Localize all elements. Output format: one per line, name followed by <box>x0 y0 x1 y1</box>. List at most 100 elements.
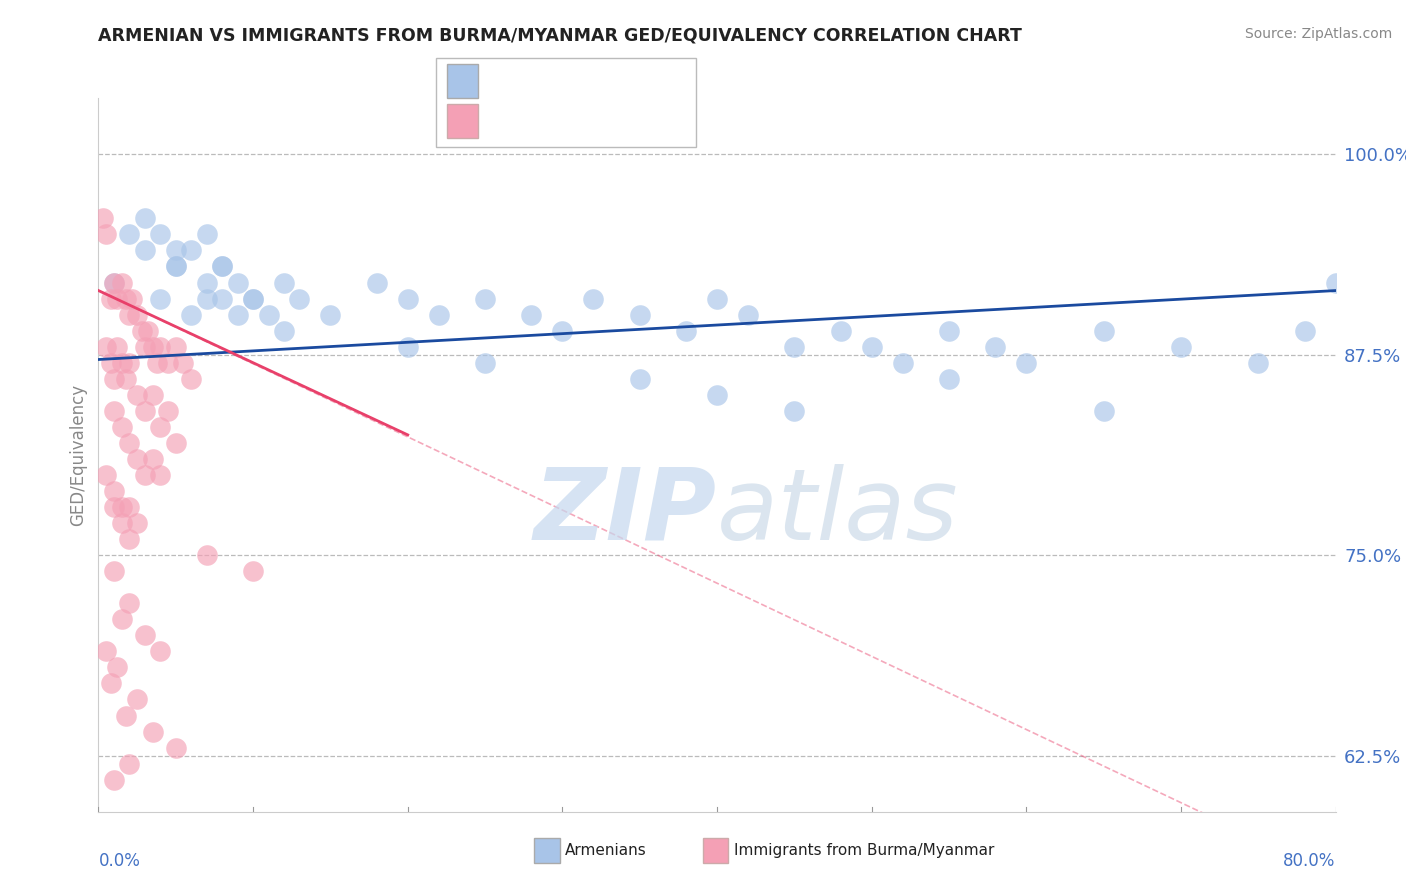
Point <box>582 292 605 306</box>
Point <box>211 260 233 274</box>
Point <box>142 451 165 466</box>
Point <box>142 724 165 739</box>
Point <box>474 292 496 306</box>
Point <box>165 260 187 274</box>
Point <box>257 308 280 322</box>
Point <box>242 292 264 306</box>
Point <box>111 612 134 626</box>
Point <box>111 516 134 530</box>
Point <box>118 500 141 514</box>
Point <box>1294 324 1316 338</box>
Point <box>100 676 122 690</box>
Point <box>1092 324 1115 338</box>
Point <box>396 292 419 306</box>
Point <box>783 340 806 354</box>
Point <box>91 211 114 226</box>
Point <box>134 340 156 354</box>
Point <box>938 324 960 338</box>
Point <box>121 292 143 306</box>
Point <box>142 388 165 402</box>
Point <box>149 420 172 434</box>
Point <box>195 292 218 306</box>
Point <box>115 292 138 306</box>
Point <box>165 436 187 450</box>
Point <box>149 644 172 658</box>
Text: ARMENIAN VS IMMIGRANTS FROM BURMA/MYANMAR GED/EQUIVALENCY CORRELATION CHART: ARMENIAN VS IMMIGRANTS FROM BURMA/MYANMA… <box>98 27 1022 45</box>
Point <box>180 244 202 258</box>
Point <box>706 292 728 306</box>
Point <box>1092 404 1115 418</box>
Point <box>675 324 697 338</box>
Point <box>180 372 202 386</box>
Point <box>984 340 1007 354</box>
Point <box>136 324 159 338</box>
Point <box>127 692 149 706</box>
Point <box>118 227 141 242</box>
Point <box>103 372 125 386</box>
Point <box>149 467 172 482</box>
Point <box>103 404 125 418</box>
Point <box>149 227 172 242</box>
Point <box>157 356 180 370</box>
Point <box>118 596 141 610</box>
Point <box>242 292 264 306</box>
Point <box>366 276 388 290</box>
Point <box>149 340 172 354</box>
Point <box>242 564 264 578</box>
Point <box>96 467 118 482</box>
Point <box>165 740 187 755</box>
Point <box>127 451 149 466</box>
Point <box>127 308 149 322</box>
Point <box>1015 356 1038 370</box>
Point <box>427 308 450 322</box>
Point <box>115 372 138 386</box>
Point <box>149 292 172 306</box>
Point <box>1170 340 1192 354</box>
Point <box>100 356 122 370</box>
Point <box>226 276 249 290</box>
Point <box>134 211 156 226</box>
Point <box>134 467 156 482</box>
Point <box>273 324 295 338</box>
Point <box>105 340 128 354</box>
Point <box>1324 276 1347 290</box>
Point <box>118 308 141 322</box>
Point <box>783 404 806 418</box>
Point <box>737 308 759 322</box>
Text: atlas: atlas <box>717 464 959 560</box>
Text: R = 0.096   N = 56: R = 0.096 N = 56 <box>485 81 669 99</box>
Text: R = -0.125   N = 64: R = -0.125 N = 64 <box>485 112 676 129</box>
Point <box>195 548 218 562</box>
Point <box>180 308 202 322</box>
Point <box>111 500 134 514</box>
Point <box>288 292 311 306</box>
Point <box>938 372 960 386</box>
Point <box>1247 356 1270 370</box>
Text: Immigrants from Burma/Myanmar: Immigrants from Burma/Myanmar <box>734 844 994 858</box>
Point <box>520 308 543 322</box>
Point <box>96 340 118 354</box>
Point <box>195 276 218 290</box>
Text: 80.0%: 80.0% <box>1284 852 1336 870</box>
Point <box>103 276 125 290</box>
Point <box>96 644 118 658</box>
Point <box>165 244 187 258</box>
Point <box>127 388 149 402</box>
Point <box>134 244 156 258</box>
Point <box>195 227 218 242</box>
Point <box>891 356 914 370</box>
Point <box>131 324 153 338</box>
Point <box>396 340 419 354</box>
Point <box>103 772 125 787</box>
Point <box>628 372 651 386</box>
Y-axis label: GED/Equivalency: GED/Equivalency <box>69 384 87 526</box>
Point <box>319 308 342 322</box>
Point <box>100 292 122 306</box>
Point <box>551 324 574 338</box>
Point <box>118 756 141 771</box>
Point <box>134 628 156 642</box>
Point <box>474 356 496 370</box>
Text: Armenians: Armenians <box>565 844 647 858</box>
Point <box>628 308 651 322</box>
Point <box>118 436 141 450</box>
